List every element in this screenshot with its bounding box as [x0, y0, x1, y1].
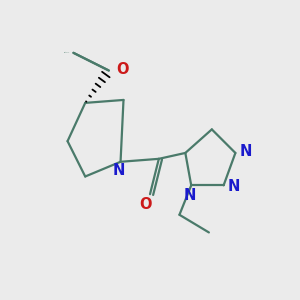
- Text: N: N: [113, 163, 125, 178]
- Text: N: N: [240, 144, 252, 159]
- Text: N: N: [228, 179, 240, 194]
- Text: methoxy: methoxy: [64, 52, 70, 53]
- Text: N: N: [184, 188, 196, 203]
- Text: O: O: [139, 197, 152, 212]
- Text: O: O: [116, 61, 129, 76]
